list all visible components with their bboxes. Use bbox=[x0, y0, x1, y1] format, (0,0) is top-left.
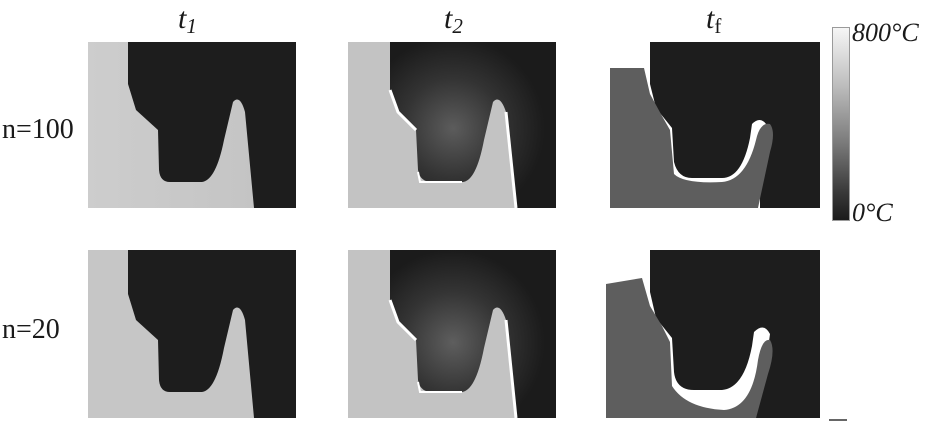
column-title-t2: t2 bbox=[444, 2, 463, 38]
colorbar bbox=[832, 27, 850, 221]
colorbar-min-label: 0°C bbox=[852, 198, 893, 227]
corner-tick-mark bbox=[829, 419, 847, 421]
panel-n20-t1 bbox=[88, 250, 296, 418]
colorbar-max-label: 800°C bbox=[852, 18, 919, 47]
panel-n100-t1 bbox=[88, 42, 296, 208]
column-title-tf: tf bbox=[706, 2, 722, 38]
panel-n20-t2 bbox=[348, 250, 556, 418]
panel-n100-tf bbox=[610, 42, 820, 208]
column-title-t1: t1 bbox=[178, 2, 197, 38]
row-label-n20: n=20 bbox=[2, 314, 60, 345]
panel-n100-t2 bbox=[348, 42, 556, 208]
panel-n20-tf bbox=[606, 250, 820, 418]
row-label-n100: n=100 bbox=[2, 114, 74, 145]
